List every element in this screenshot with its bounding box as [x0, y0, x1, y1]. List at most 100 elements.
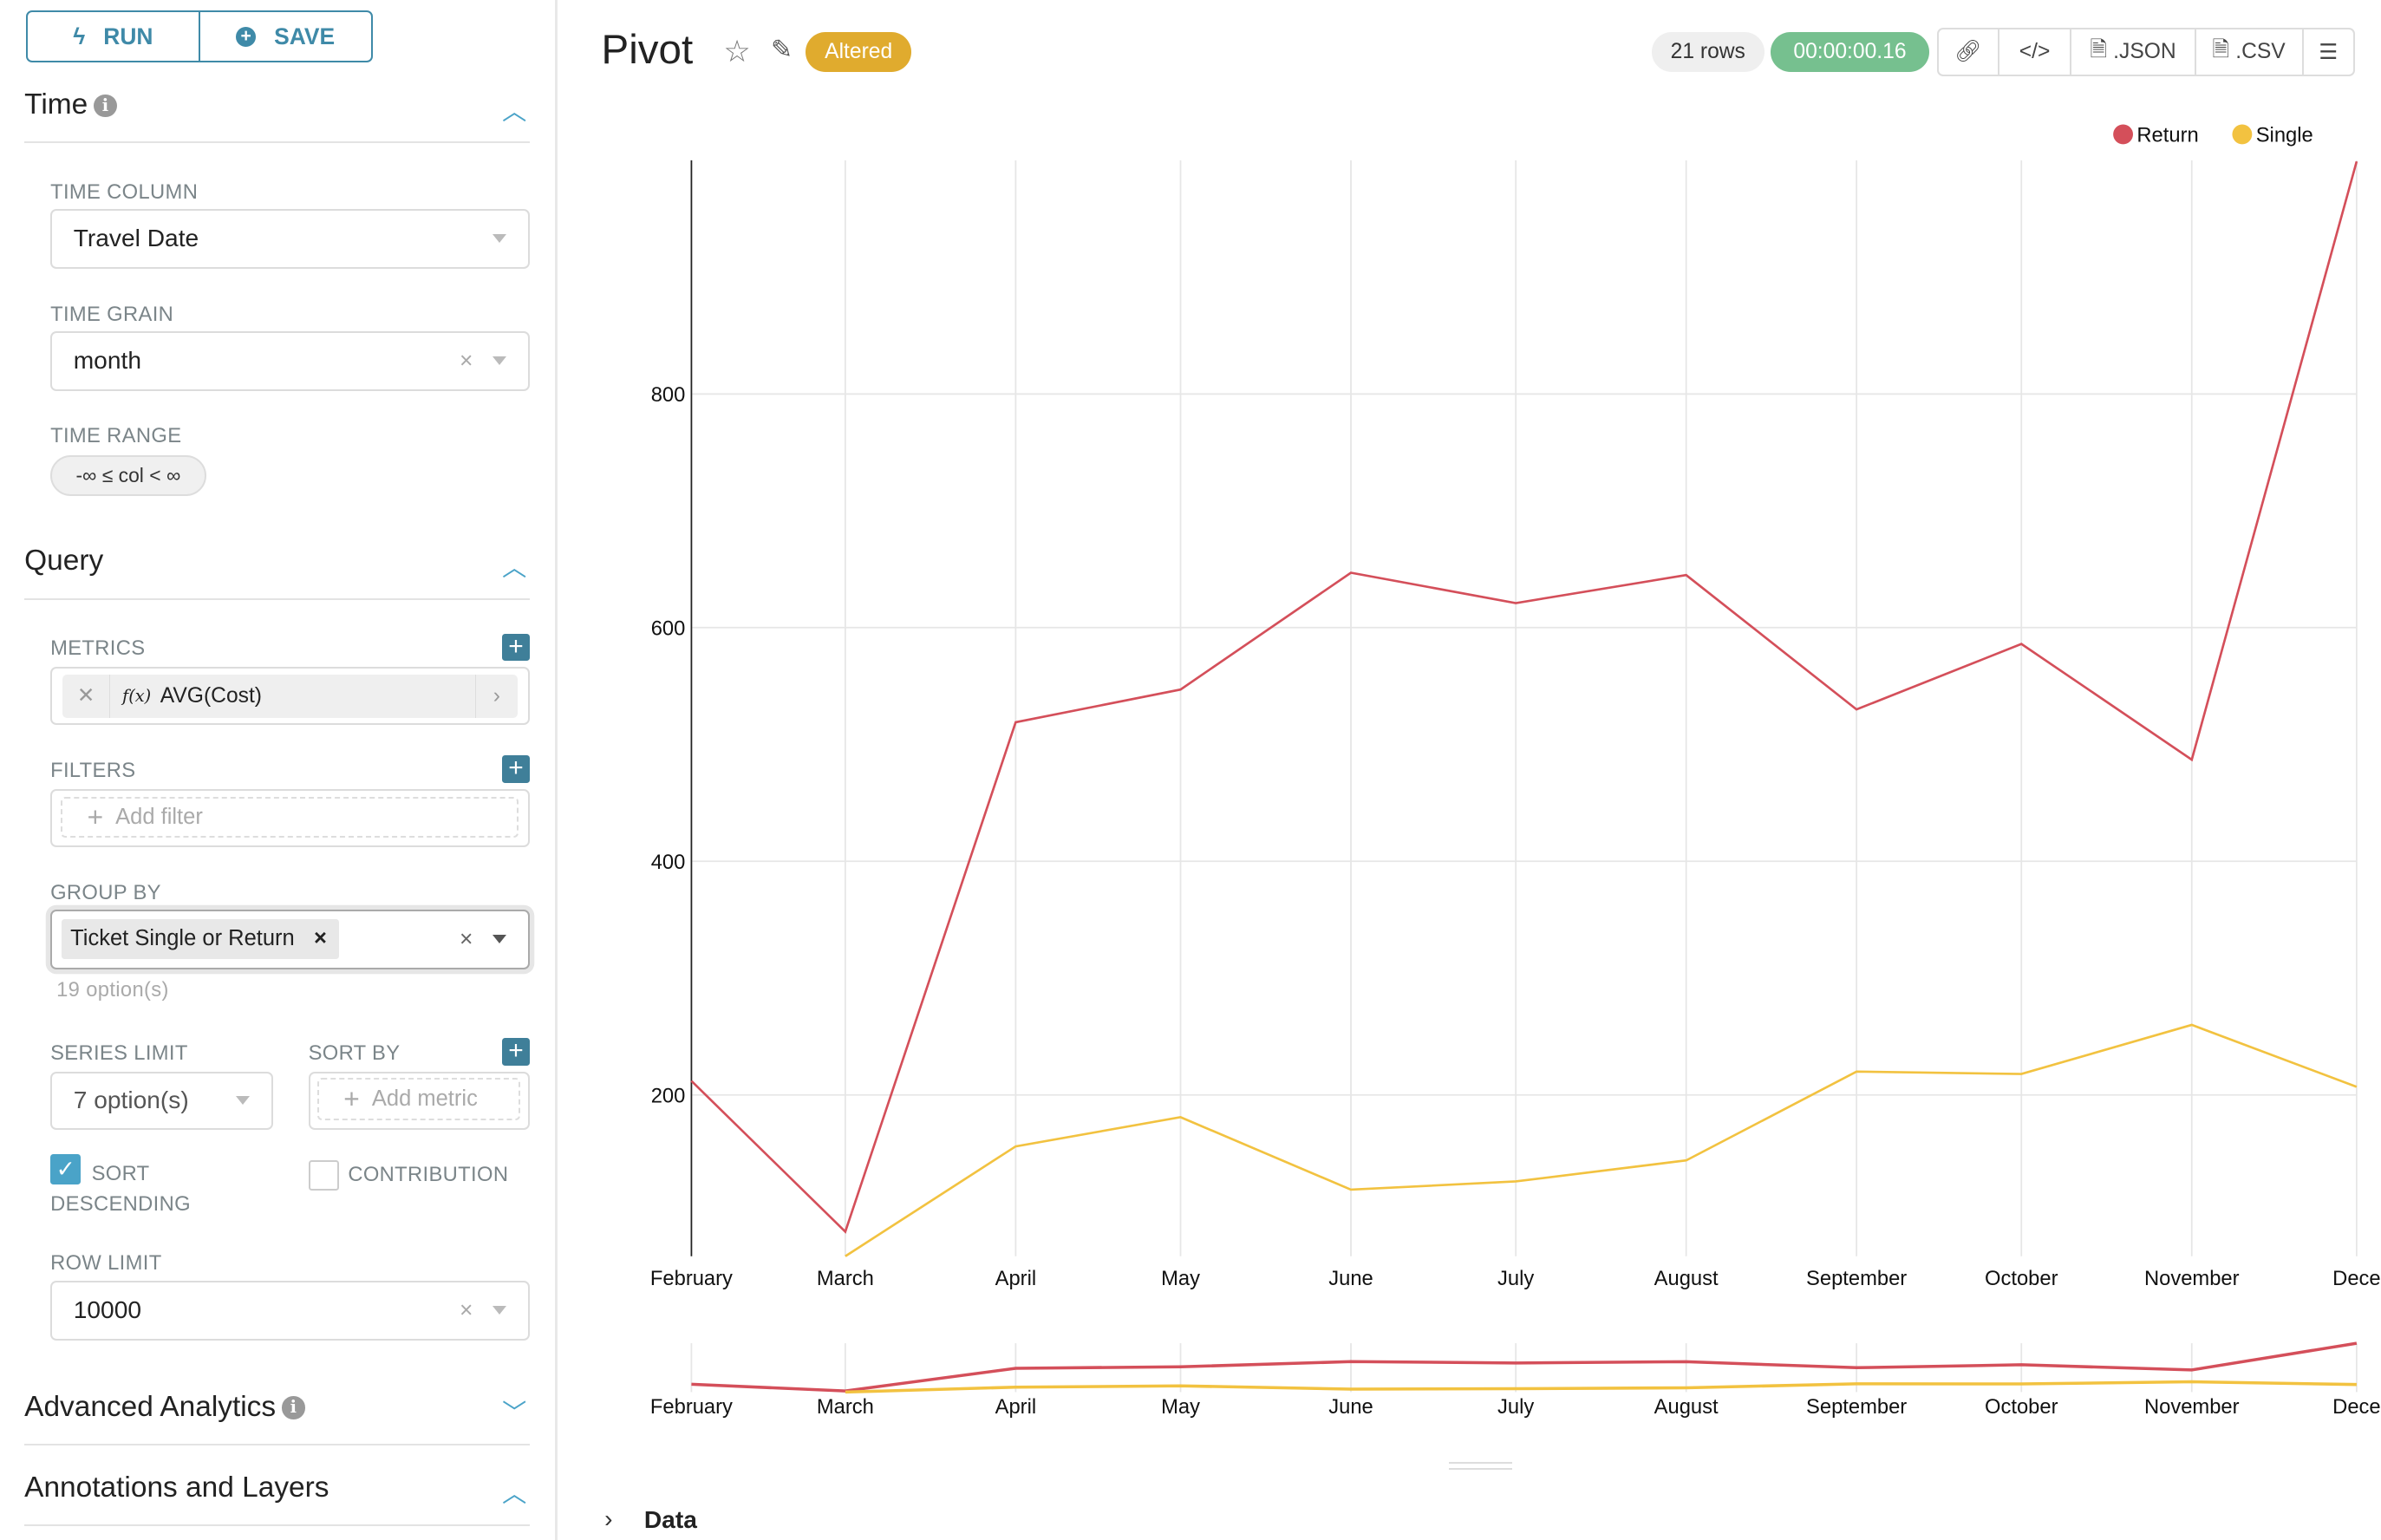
altered-badge[interactable]: Altered [806, 31, 911, 72]
query-duration-badge: 00:00:00.16 [1770, 31, 1929, 72]
group-by-label: GROUP BY [50, 880, 161, 904]
mini-x-tick-label: October [1985, 1395, 2058, 1419]
y-tick-label: 400 [651, 851, 686, 874]
link-button[interactable]: 🔗︎ [1939, 29, 1999, 75]
save-button[interactable]: + SAVE [198, 12, 371, 62]
remove-metric-icon[interactable]: ✕ [62, 675, 110, 718]
chevron-up-icon[interactable]: ︿ [502, 97, 527, 125]
legend-label: Return [2136, 124, 2198, 147]
caret-down-icon [236, 1095, 251, 1105]
x-tick-label: February [650, 1267, 733, 1290]
row-count-badge: 21 rows [1651, 31, 1765, 72]
clear-icon[interactable]: × [460, 347, 473, 374]
x-tick-label: March [817, 1267, 874, 1290]
metric-tag[interactable]: ✕ f(x) AVG(Cost) › [62, 675, 518, 718]
chevron-right-icon[interactable]: › [604, 1504, 613, 1532]
add-metric-button[interactable]: + Add metric [317, 1077, 521, 1121]
chevron-down-icon[interactable]: ﹀ [502, 1400, 527, 1427]
chart-toolbar: 🔗︎ </> 🗎 .JSON 🗎 .CSV ☰ [1936, 27, 2356, 76]
code-icon: </> [2019, 39, 2051, 63]
plus-circle-icon: + [236, 26, 257, 47]
x-tick-label: September [1806, 1267, 1907, 1290]
row-limit-label: ROW LIMIT [50, 1251, 162, 1276]
y-tick-label: 200 [651, 1085, 686, 1108]
control-panel: ϟ RUN + SAVE Time i ︿ TIME COLUMN Travel Dat… [0, 0, 558, 1540]
time-grain-select[interactable]: month × [50, 330, 530, 391]
x-tick-label: May [1161, 1267, 1200, 1290]
mini-x-tick-label: May [1161, 1395, 1200, 1419]
data-section-toggle[interactable]: Data [643, 1506, 697, 1534]
x-tick-label: August [1654, 1267, 1719, 1290]
link-icon: 🔗︎ [1954, 40, 1982, 64]
time-column-label: TIME COLUMN [50, 179, 199, 204]
chevron-up-icon[interactable]: ︿ [502, 553, 527, 581]
section-time-header[interactable]: Time i ︿ [24, 88, 530, 144]
run-save-group: ϟ RUN + SAVE [25, 10, 373, 63]
remove-tag-icon[interactable]: × [314, 926, 327, 951]
sort-descending-label: SORT DESCENDING [50, 1162, 191, 1217]
clear-icon[interactable]: × [460, 1296, 473, 1323]
caret-down-icon [493, 1305, 507, 1315]
metrics-label: METRICS [50, 636, 146, 661]
plus-icon: + [87, 801, 104, 833]
info-icon[interactable]: i [282, 1396, 305, 1419]
resize-handle[interactable] [1448, 1462, 1513, 1471]
chevron-right-icon[interactable]: › [474, 675, 518, 718]
time-range-label: TIME RANGE [50, 424, 182, 448]
section-advanced-analytics-header[interactable]: Advanced Analytics i ﹀ [24, 1391, 530, 1445]
legend-marker-single [2232, 124, 2253, 145]
add-filter-plus-icon[interactable]: + [502, 755, 530, 784]
mini-x-tick-label: September [1806, 1395, 1907, 1419]
group-by-hint: 19 option(s) [56, 978, 169, 1002]
x-tick-label: October [1985, 1267, 2058, 1290]
x-tick-label: June [1328, 1267, 1373, 1290]
add-metric-icon[interactable]: + [502, 633, 530, 662]
mini-x-tick-label: April [995, 1395, 1037, 1419]
metrics-field: ✕ f(x) AVG(Cost) › [50, 667, 530, 726]
mini-x-tick-label: March [817, 1395, 874, 1419]
section-annotations-header[interactable]: Annotations and Layers ︿ [24, 1471, 530, 1527]
time-range-pill[interactable]: -∞ ≤ col < ∞ [50, 454, 206, 497]
time-column-select[interactable]: Travel Date [50, 209, 530, 269]
metric-label: AVG(Cost) [160, 683, 262, 708]
file-text-icon: 🗎 [2212, 37, 2230, 62]
series-line-single [845, 1023, 2358, 1257]
embed-code-button[interactable]: </> [1999, 29, 2072, 75]
add-filter-button[interactable]: + Add filter [61, 796, 519, 839]
function-icon: f(x) [122, 686, 152, 707]
y-tick-label: 800 [651, 383, 686, 407]
x-tick-label: April [995, 1267, 1037, 1290]
clear-icon[interactable]: × [460, 925, 473, 952]
page-title: Pivot [601, 26, 694, 73]
sort-by-label: SORT BY [308, 1041, 401, 1065]
add-sort-icon[interactable]: + [502, 1038, 530, 1066]
contribution-checkbox[interactable] [308, 1159, 339, 1191]
bolt-icon: ϟ [73, 23, 86, 49]
mini-x-tick-label: February [650, 1395, 733, 1419]
export-json-button[interactable]: 🗎 .JSON [2071, 29, 2196, 75]
mini-x-tick-label: July [1497, 1395, 1534, 1419]
mini-series-line-return [691, 1341, 2358, 1393]
star-icon[interactable]: ☆ [723, 34, 751, 69]
group-by-select[interactable]: Ticket Single or Return × × [50, 910, 530, 969]
group-by-tag: Ticket Single or Return × [61, 918, 339, 959]
chevron-up-icon[interactable]: ︿ [502, 1480, 527, 1508]
mini-x-tick-label: June [1328, 1395, 1373, 1419]
menu-button[interactable]: ☰ [2304, 29, 2354, 75]
run-button[interactable]: ϟ RUN [73, 23, 153, 49]
info-icon[interactable]: i [94, 94, 117, 117]
series-line-return [690, 160, 2358, 1234]
caret-down-icon [493, 935, 507, 943]
section-query-header[interactable]: Query ︿ [24, 545, 530, 600]
row-limit-select[interactable]: 10000 × [50, 1280, 530, 1341]
series-limit-select[interactable]: 7 option(s) [50, 1071, 274, 1130]
legend-marker-return [2113, 124, 2134, 145]
export-csv-button[interactable]: 🗎 .CSV [2196, 29, 2304, 75]
file-code-icon: 🗎 [2090, 37, 2108, 62]
caret-down-icon [493, 356, 507, 365]
mini-x-tick-label: Dece [2332, 1395, 2380, 1419]
edit-icon[interactable]: ✎ [770, 36, 793, 65]
hamburger-icon: ☰ [2319, 40, 2339, 64]
sort-descending-checkbox[interactable]: ✓ [50, 1153, 82, 1184]
